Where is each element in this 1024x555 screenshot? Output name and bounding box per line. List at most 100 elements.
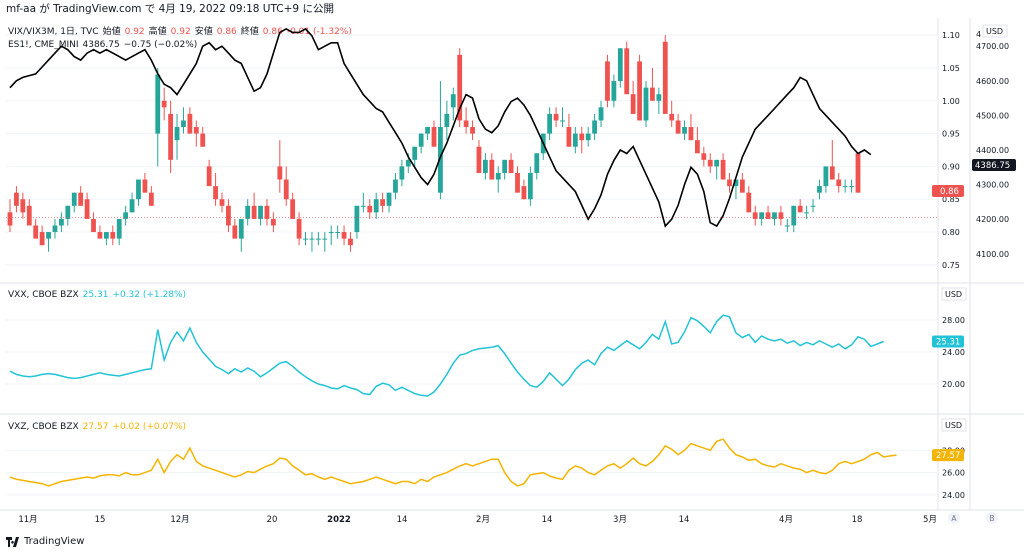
candle-body — [341, 232, 347, 239]
pane1-legend-item-3: 高値 — [148, 27, 167, 37]
candle-body — [617, 48, 623, 82]
pane1-tick-a: 0.75 — [942, 261, 960, 270]
pane2-legend-item-0: VXX, CBOE BZX — [8, 290, 79, 300]
candle-body — [817, 186, 822, 193]
time-axis-label: 5月 — [923, 515, 937, 525]
candle-body — [264, 205, 270, 219]
candle-body — [238, 218, 244, 239]
footer-brand: TradingView — [24, 536, 85, 547]
candle-body — [585, 133, 591, 141]
pane3-legend: VXZ, CBOE BZX 27.57 +0.02 (+0.07%) — [8, 421, 190, 433]
candle-body — [720, 159, 726, 180]
candle-body — [290, 199, 296, 219]
candle-body — [405, 159, 411, 167]
pane1-legend-item-1: 始値 — [102, 27, 121, 37]
pane1-legend-item-4: 0.92 — [170, 27, 191, 37]
candle-body — [739, 179, 745, 193]
pane1-tick-a: 0.80 — [942, 228, 960, 237]
candle-body — [219, 199, 225, 206]
candle-body — [200, 133, 206, 147]
candle-body — [26, 205, 32, 226]
candle-body — [611, 81, 617, 101]
candle-body — [322, 238, 328, 240]
candle-body — [438, 127, 443, 193]
candle-body — [65, 205, 71, 219]
candle-body — [380, 199, 386, 206]
candle-body — [797, 205, 803, 213]
candle-body — [849, 186, 854, 188]
candle-body — [58, 218, 64, 226]
candle-body — [476, 146, 482, 173]
candle-body — [418, 133, 424, 147]
candle-body — [495, 172, 501, 180]
time-axis-label: 14 — [542, 515, 553, 525]
candle-body — [444, 113, 450, 128]
pane1-tick-b: 4500.00 — [976, 111, 1009, 120]
time-axis-label: 20 — [267, 515, 278, 525]
vix-price-tag — [932, 185, 964, 197]
pane1-legend-es-item-0: ES1!, CME_MINI — [8, 40, 79, 50]
pane3-legend-item-2: +0.02 (+0.07%) — [112, 422, 187, 432]
candle-body — [303, 238, 308, 240]
pane1-legend-item-9: -0.01 (-1.32%) — [286, 27, 352, 37]
time-axis-label: 3月 — [613, 515, 627, 525]
candle-body — [78, 192, 84, 206]
candle-body — [759, 212, 765, 219]
candle-body — [650, 87, 655, 101]
pane1-legend-item-7: 終値 — [240, 27, 259, 37]
candle-body — [123, 212, 129, 219]
vxx-tick: 24.00 — [942, 348, 965, 357]
candle-body — [393, 179, 398, 193]
candle-body — [470, 127, 475, 134]
candle-body — [296, 218, 302, 239]
candle-body — [772, 212, 777, 219]
scale-button-a[interactable] — [948, 512, 960, 524]
pane1-tick-a: 0.90 — [942, 162, 960, 171]
candle-body — [810, 205, 816, 207]
candle-body — [103, 232, 109, 239]
candle-body — [168, 113, 174, 160]
candle-body — [707, 159, 713, 167]
es-price-tag — [972, 159, 1016, 171]
pane1-tick-b: 4 — [976, 30, 981, 39]
candle-body — [283, 179, 289, 200]
candle-body — [746, 192, 752, 213]
candle-body — [258, 205, 263, 219]
candle-body — [425, 127, 430, 134]
candle-body — [508, 159, 514, 173]
pane2-legend-item-1: 25.31 — [82, 290, 109, 300]
pane3-usd-label: USD — [945, 421, 962, 430]
candle-body — [624, 48, 630, 95]
pane1-tick-a: 0.85 — [942, 195, 960, 204]
pane1-legend-item-5: 安値 — [194, 27, 213, 37]
tradingview-logo-icon — [6, 536, 19, 547]
candle-body — [97, 232, 103, 239]
candle-body — [348, 238, 353, 246]
pane2-legend-item-2: +0.32 (+1.28%) — [112, 290, 187, 300]
candle-body — [656, 94, 662, 101]
candle-body — [399, 166, 405, 180]
candle-body — [315, 238, 321, 240]
candle-body — [84, 199, 90, 219]
candle-body — [110, 232, 116, 239]
candle-body — [579, 133, 585, 141]
time-axis-label: 2022 — [327, 515, 351, 525]
scale-button-b[interactable] — [986, 512, 998, 524]
pane1-legend: VIX/VIX3M, 1日, TVC 始値 0.92 高値 0.92 安値 0.86 終値 0.… — [8, 26, 356, 38]
es-line — [9, 27, 872, 228]
pane1-tick-b: 4100.00 — [976, 250, 1009, 259]
pane3-usd-label-box — [941, 418, 967, 432]
vxx-price-tag — [932, 335, 964, 348]
candle-body — [14, 192, 19, 206]
candle-body — [136, 179, 141, 200]
candle-body — [161, 100, 167, 108]
candle-body — [598, 107, 604, 121]
candle-body — [515, 172, 520, 193]
pane1-legend-es-item-1: 4386.75 — [82, 40, 120, 50]
candle-body — [804, 212, 810, 214]
time-axis-label: 18 — [852, 515, 863, 525]
candle-body — [450, 94, 456, 108]
candle-body — [457, 54, 463, 121]
time-axis-label: 12月 — [170, 515, 189, 525]
